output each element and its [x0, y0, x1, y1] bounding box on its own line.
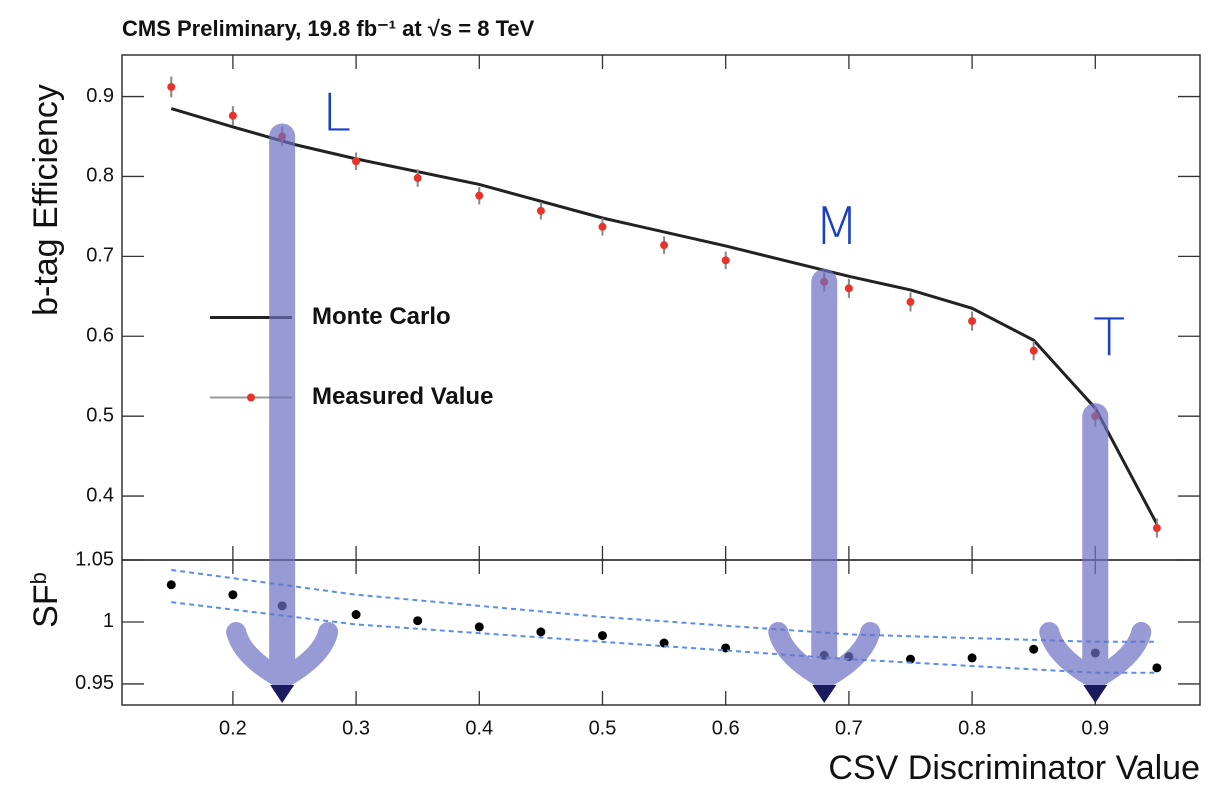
legend-label: Measured Value: [312, 383, 493, 410]
measured-point: [660, 241, 669, 250]
y-tick-label: 0.95: [75, 672, 114, 694]
y-axis-label-sub: b: [26, 572, 51, 584]
y-tick-label: 0.8: [86, 165, 114, 187]
measured-point: [352, 157, 361, 166]
arrow-head: [1039, 622, 1152, 691]
measured-point: [1029, 346, 1038, 355]
legend-swatch: [247, 393, 255, 402]
y-tick-label: 0.4: [86, 484, 114, 506]
sf-point: [474, 622, 484, 632]
arrow-head: [768, 622, 881, 691]
sf-point: [228, 590, 238, 600]
arrow-tip: [812, 685, 837, 703]
x-tick-label: 0.2: [219, 717, 247, 739]
x-tick-label: 0.6: [712, 717, 740, 739]
sf-point: [166, 580, 176, 590]
measured-point: [1152, 524, 1161, 533]
y-axis-label-main: SF: [27, 584, 65, 627]
sf-point: [967, 653, 977, 663]
chart-title: CMS Preliminary, 19.8 fb⁻¹ at √s = 8 TeV: [122, 16, 535, 41]
measured-point: [968, 317, 977, 326]
arrow-head: [226, 622, 339, 691]
x-tick-label: 0.4: [465, 717, 493, 739]
annotation-letter: M: [814, 197, 859, 257]
y-tick-label: 0.5: [86, 404, 114, 426]
plot-frame: [121, 559, 1201, 706]
legend-label: Monte Carlo: [312, 303, 451, 330]
x-tick-label: 0.9: [1081, 717, 1109, 739]
y-axis-label: SFb: [26, 572, 65, 628]
sf-point: [905, 654, 915, 664]
annotation-letter: T: [1093, 308, 1125, 368]
measured-point: [844, 284, 853, 293]
y-tick-label: 0.6: [86, 325, 114, 347]
y-tick-label: 1.05: [75, 548, 114, 570]
measured-point: [536, 206, 545, 215]
sf-point: [1152, 663, 1162, 673]
sf-point: [413, 616, 423, 626]
x-tick-label: 0.5: [589, 717, 617, 739]
y-axis-label: b-tag Efficiency: [27, 84, 65, 316]
working-point-arrow: [226, 123, 339, 691]
measured-point: [906, 297, 915, 306]
measured-point: [167, 82, 176, 91]
measured-point: [721, 256, 730, 265]
annotation-letter: L: [322, 84, 351, 144]
sf-point: [659, 638, 669, 648]
measured-point: [598, 222, 607, 231]
arrow-tip: [1083, 685, 1108, 703]
y-tick-label: 0.7: [86, 245, 114, 267]
sf-point: [536, 627, 546, 637]
arrow-tip: [270, 685, 295, 703]
measured-point: [228, 111, 237, 120]
sf-point: [351, 610, 361, 620]
y-tick-label: 1: [103, 610, 114, 632]
sf-point: [1029, 644, 1039, 654]
measured-point: [475, 191, 484, 200]
x-tick-label: 0.8: [958, 717, 986, 739]
sf-point: [597, 631, 607, 641]
measured-point: [413, 174, 422, 183]
working-point-arrow: [768, 268, 881, 691]
y-tick-label: 0.9: [86, 85, 114, 107]
x-axis-label: CSV Discriminator Value: [828, 749, 1200, 787]
working-point-arrow: [1039, 403, 1152, 691]
x-tick-label: 0.3: [342, 717, 370, 739]
x-tick-label: 0.7: [835, 717, 863, 739]
